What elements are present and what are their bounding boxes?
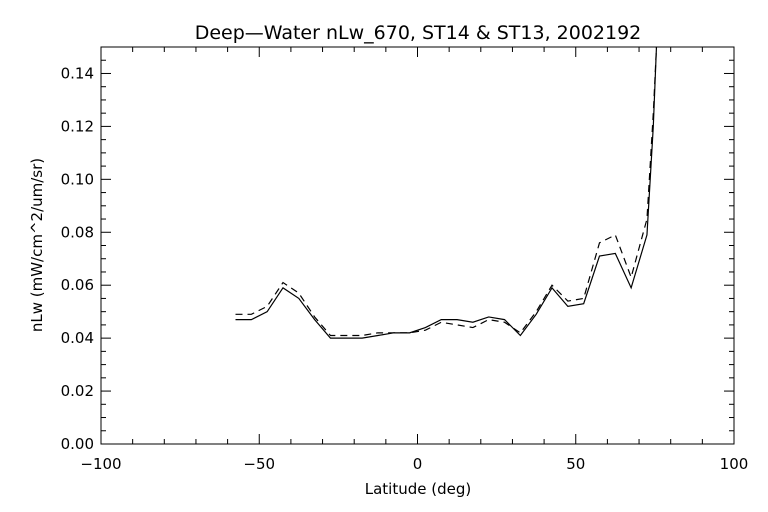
- y-tick-label: 0.08: [61, 223, 94, 241]
- y-axis-label: nLw (mW/cm^2/um/sr): [28, 158, 46, 332]
- plot-frame: [100, 46, 735, 445]
- x-tick-label: −50: [243, 455, 275, 473]
- x-axis-tick-labels: −100 −50 0 50 100: [80, 455, 748, 473]
- series-line-dashed: [235, 47, 658, 337]
- series-line-solid: [235, 47, 658, 339]
- y-tick-label: 0.10: [61, 170, 94, 188]
- series-layer: [235, 47, 658, 339]
- x-tick-label: 100: [720, 455, 749, 473]
- x-tick-label: 50: [566, 455, 585, 473]
- y-axis-ticks: [101, 46, 734, 445]
- y-tick-label: 0.04: [61, 329, 94, 347]
- y-tick-label: 0.12: [61, 117, 94, 135]
- x-axis-ticks: [100, 47, 735, 444]
- chart-title: Deep—Water nLw_670, ST14 & ST13, 2002192: [195, 22, 642, 44]
- y-tick-label: 0.02: [61, 382, 94, 400]
- x-tick-label: −100: [80, 455, 121, 473]
- x-axis-label: Latitude (deg): [365, 480, 471, 498]
- y-axis-tick-labels: 0.00 0.02 0.04 0.06 0.08 0.10 0.12 0.14: [61, 64, 94, 453]
- y-tick-label: 0.00: [61, 435, 94, 453]
- y-tick-label: 0.14: [61, 64, 94, 82]
- y-tick-label: 0.06: [61, 276, 94, 294]
- x-tick-label: 0: [413, 455, 423, 473]
